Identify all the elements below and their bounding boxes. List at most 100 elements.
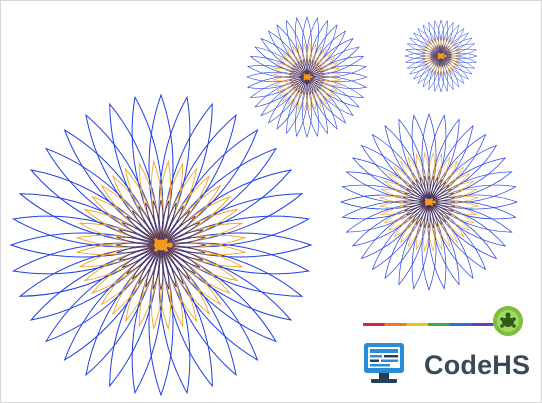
outer-petal (109, 102, 162, 247)
center-petal (440, 55, 445, 67)
outer-petal (63, 243, 163, 362)
outer-petal (18, 244, 163, 297)
center-petal (289, 73, 308, 78)
center-petal (424, 175, 430, 203)
outer-petal (159, 215, 311, 248)
center-petal (293, 76, 308, 89)
center-petal (428, 188, 453, 203)
center-petal (428, 177, 439, 203)
outer-petal (428, 144, 498, 203)
outer-petal (85, 243, 162, 377)
rainbow-segment (428, 323, 451, 326)
center-petal (160, 215, 196, 246)
center-petal (288, 75, 308, 79)
outer-petal (159, 243, 259, 362)
center-petal (116, 244, 162, 254)
center-petal (160, 244, 206, 254)
center-petal (428, 201, 447, 223)
outer-petal (351, 201, 431, 247)
outer-petal (427, 157, 507, 203)
center-petal (306, 76, 314, 95)
spirograph-flowers (9, 16, 519, 397)
spirograph-flower (339, 112, 519, 292)
outer-petal (160, 243, 213, 388)
center-petal (152, 200, 162, 246)
center-petal (402, 201, 430, 207)
center-petal (160, 242, 207, 248)
center-petal (121, 244, 162, 268)
outer-petal (411, 114, 431, 204)
outer-petal (11, 242, 163, 275)
center-petal (428, 175, 434, 203)
outer-petal (411, 200, 431, 290)
center-petal (303, 59, 308, 78)
center-petal (126, 244, 162, 275)
rainbow-bar (363, 323, 494, 326)
center-petal (402, 197, 430, 203)
outer-petal (158, 243, 191, 395)
center-petal (295, 63, 308, 78)
center-petal (160, 244, 170, 290)
center-petal (402, 200, 430, 204)
center-petal (306, 76, 319, 91)
center-petal (437, 55, 442, 67)
outer-petal (427, 200, 447, 290)
center-petal (138, 205, 162, 246)
outer-petal (371, 201, 430, 271)
outer-petal (9, 232, 163, 258)
spirograph-flower (246, 16, 368, 138)
center-petal (160, 244, 191, 280)
center-petal (138, 244, 162, 285)
outer-petal (371, 133, 430, 203)
center-petal (306, 76, 325, 84)
center-petal (305, 58, 309, 78)
center-petal (428, 178, 443, 203)
center-petal (118, 229, 162, 246)
outer-petal (360, 201, 430, 260)
center-petal (428, 201, 439, 227)
center-petal (440, 55, 442, 67)
outer-petal (159, 232, 313, 258)
center-petal (440, 45, 444, 57)
outer-petal (85, 113, 162, 247)
center-petal (428, 184, 450, 203)
center-petal (306, 75, 326, 79)
outer-petal (428, 133, 487, 203)
outer-petal (428, 201, 487, 271)
outer-petal (351, 157, 431, 203)
center-petal (415, 178, 430, 203)
outer-petal (159, 169, 293, 246)
center-petal (160, 244, 204, 261)
center-petal (428, 197, 456, 203)
center-petal (419, 177, 430, 203)
center-petal (411, 201, 430, 223)
codehs-logo-text: CodeHS (424, 350, 531, 380)
turtle-icon (303, 73, 313, 81)
outer-petal (44, 147, 163, 247)
center-petal (289, 70, 308, 78)
outer-petal (345, 171, 431, 203)
outer-petal (159, 193, 304, 246)
spirograph-flower (404, 19, 478, 93)
rainbow-segment (449, 323, 472, 326)
center-petal (438, 45, 442, 57)
outer-petal (428, 124, 474, 204)
center-petal (415, 201, 430, 226)
center-petal (131, 244, 162, 280)
turtle-icon (424, 198, 436, 206)
center-petal (145, 244, 162, 288)
center-petal (160, 244, 201, 268)
center-petal (306, 67, 323, 78)
center-petal (405, 201, 430, 216)
center-petal (440, 45, 445, 57)
center-petal (116, 236, 162, 246)
outer-petal (160, 113, 237, 247)
center-petal (306, 59, 311, 78)
outer-petal (160, 102, 213, 247)
center-petal (404, 201, 430, 212)
center-petal (160, 236, 206, 246)
outer-petal (339, 194, 431, 210)
outer-petal (398, 200, 430, 286)
center-petal (160, 210, 191, 246)
